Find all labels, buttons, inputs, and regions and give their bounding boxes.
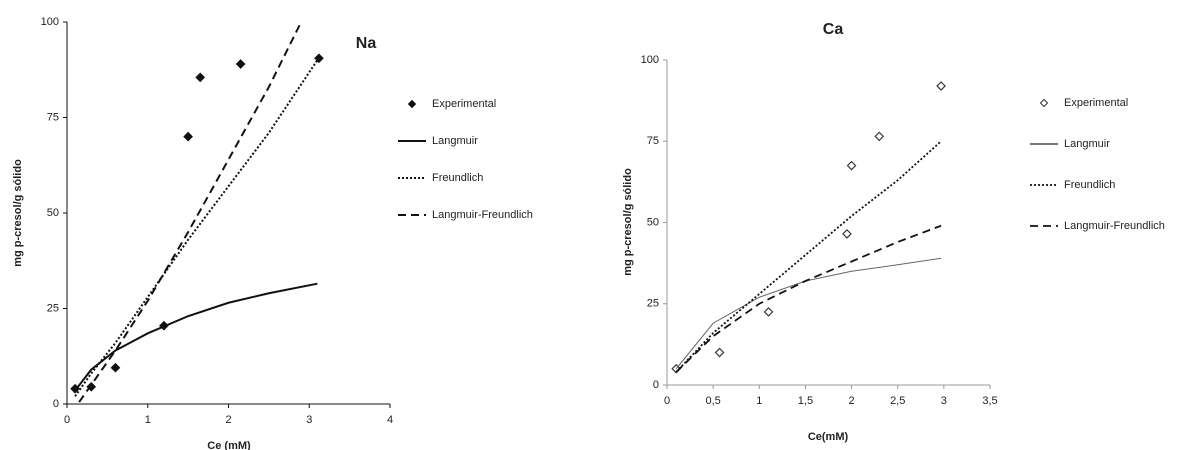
y-axis-label: mg p-cresol/g sólido [12, 159, 24, 267]
legend-label: Freundlich [1064, 179, 1115, 191]
data-point [195, 72, 206, 83]
legend-label: Langmuir-Freundlich [1064, 220, 1165, 232]
y-tick-label: 75 [47, 111, 59, 123]
series-line [675, 224, 942, 373]
series-line [78, 21, 303, 403]
data-point [846, 160, 857, 171]
series-line [675, 140, 942, 373]
x-tick-label: 1,5 [798, 395, 813, 407]
x-tick-label: 3,5 [982, 395, 997, 407]
data-point [936, 81, 946, 91]
data-point [714, 347, 725, 358]
legend-label: Experimental [1064, 97, 1128, 109]
x-tick-label: 3 [941, 395, 947, 407]
data-point [235, 59, 246, 69]
x-tick-label: 1 [145, 414, 151, 426]
x-tick-label: 2,5 [890, 395, 905, 407]
x-axis-label: Ce(mM) [808, 431, 849, 443]
y-tick-label: 75 [647, 135, 659, 147]
y-tick-label: 0 [653, 379, 659, 391]
legend-label: Freundlich [432, 172, 483, 184]
data-point [842, 229, 852, 239]
x-tick-label: 3 [306, 414, 312, 426]
y-tick-label: 100 [641, 54, 659, 66]
data-point [874, 131, 885, 142]
x-tick-label: 2 [849, 395, 855, 407]
x-axis-label: Ce (mM) [207, 440, 251, 450]
legend-marker [1039, 98, 1049, 108]
data-point [314, 53, 324, 64]
x-tick-label: 2 [225, 414, 231, 426]
series-line [74, 59, 319, 397]
y-tick-label: 0 [53, 398, 59, 410]
legend-label: Langmuir [432, 135, 478, 147]
legend-label: Langmuir-Freundlich [432, 209, 533, 221]
x-tick-label: 0 [664, 395, 670, 407]
legend-label: Experimental [432, 98, 496, 110]
x-tick-label: 0,5 [705, 395, 720, 407]
chart-title: Na [356, 35, 377, 52]
y-axis-label: mg p-cresol/g sólido [622, 168, 634, 276]
legend-marker [407, 99, 417, 109]
y-tick-label: 25 [647, 298, 659, 310]
x-tick-label: 1 [756, 395, 762, 407]
y-tick-label: 50 [47, 207, 59, 219]
data-point [763, 307, 774, 317]
series-line [74, 282, 318, 392]
y-tick-label: 100 [41, 16, 59, 28]
x-tick-label: 4 [387, 414, 393, 426]
legend-label: Langmuir [1064, 138, 1110, 150]
x-tick-label: 0 [64, 414, 70, 426]
data-point [110, 362, 121, 373]
y-tick-label: 50 [647, 216, 659, 228]
data-point [183, 131, 193, 142]
chart-title: Ca [823, 21, 844, 38]
y-tick-label: 25 [47, 302, 59, 314]
